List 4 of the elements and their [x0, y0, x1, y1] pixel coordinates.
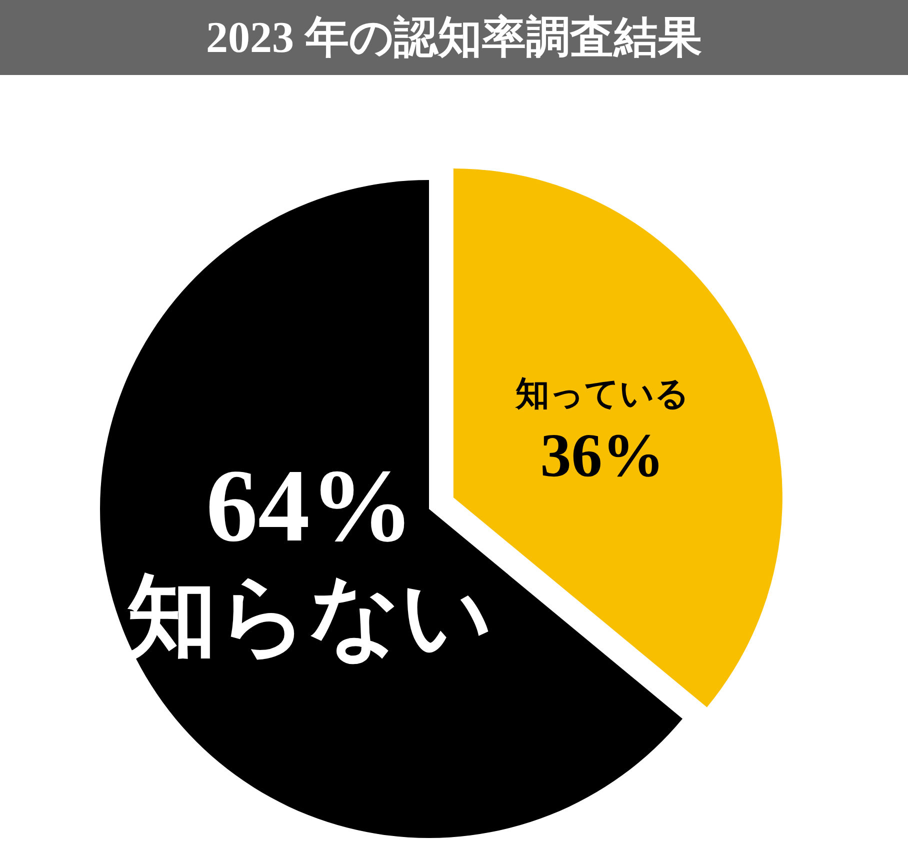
- data-label: 64%: [206, 448, 414, 564]
- slice-label: 知っている: [514, 376, 690, 413]
- slice-label: 知らない: [124, 568, 493, 667]
- data-label: 36%: [540, 422, 664, 490]
